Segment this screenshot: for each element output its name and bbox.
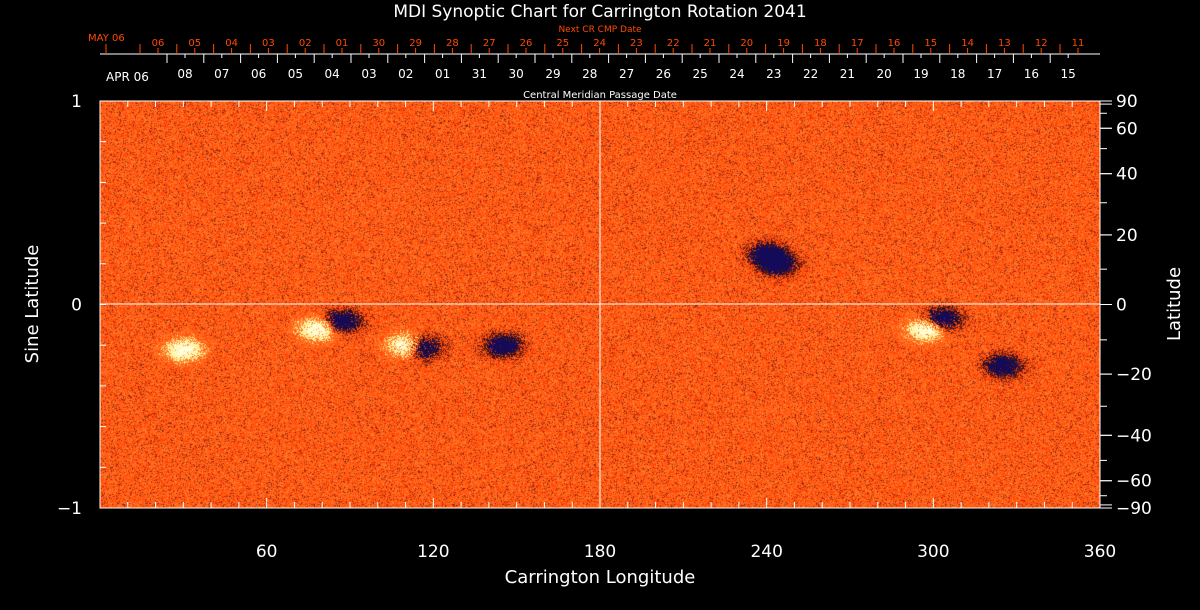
x-tick-label: 180 bbox=[584, 542, 616, 562]
x-tick-label: 120 bbox=[417, 542, 449, 562]
x-tick-label: 240 bbox=[750, 542, 782, 562]
next-cr-axis-label: Next CR CMP Date bbox=[558, 25, 642, 35]
cmp-tick-label: 29 bbox=[545, 67, 560, 81]
next-cr-tick-label: 25 bbox=[556, 38, 569, 49]
x-axis-label: Carrington Longitude bbox=[505, 567, 696, 588]
cmp-tick-label: 31 bbox=[472, 67, 487, 81]
next-cr-tick-label: 17 bbox=[851, 38, 864, 49]
y-left-tick-label: 0 bbox=[71, 296, 82, 316]
y-left-tick-label: −1 bbox=[57, 499, 82, 519]
next-cr-tick-label: 22 bbox=[667, 38, 680, 49]
cmp-tick-label: 20 bbox=[877, 67, 892, 81]
cmp-tick-label: 19 bbox=[913, 67, 928, 81]
next-cr-tick-label: 04 bbox=[225, 38, 238, 49]
next-cr-tick-label: 11 bbox=[1072, 38, 1085, 49]
cmp-tick-label: 03 bbox=[361, 67, 376, 81]
cmp-tick-label: 05 bbox=[288, 67, 303, 81]
x-tick-label: 60 bbox=[256, 542, 278, 562]
cmp-tick-label: 01 bbox=[435, 67, 450, 81]
next-cr-tick-label: 28 bbox=[446, 38, 459, 49]
next-cr-tick-label: 20 bbox=[740, 38, 753, 49]
next-cr-tick-label: 18 bbox=[814, 38, 827, 49]
next-cr-tick-label: 16 bbox=[888, 38, 901, 49]
cmp-tick-label: 02 bbox=[398, 67, 413, 81]
y-axis-left-label: Sine Latitude bbox=[22, 245, 43, 364]
y-right-tick-label: 20 bbox=[1116, 226, 1138, 246]
y-right-tick-label: −40 bbox=[1116, 426, 1152, 446]
cmp-tick-label: 23 bbox=[766, 67, 781, 81]
cmp-tick-label: 30 bbox=[509, 67, 524, 81]
cmp-tick-label: 26 bbox=[656, 67, 671, 81]
next-cr-tick-label: 24 bbox=[593, 38, 606, 49]
y-right-tick-label: 90 bbox=[1116, 92, 1138, 112]
next-cr-tick-label: 01 bbox=[336, 38, 349, 49]
x-tick-label: 300 bbox=[917, 542, 949, 562]
y-right-tick-label: −60 bbox=[1116, 472, 1152, 492]
y-right-tick-label: −20 bbox=[1116, 365, 1152, 385]
y-right-tick-label: −90 bbox=[1116, 499, 1152, 519]
next-cr-start-label: MAY 06 bbox=[88, 33, 125, 44]
next-cr-tick-label: 21 bbox=[704, 38, 717, 49]
y-right-tick-label: 60 bbox=[1116, 119, 1138, 139]
cmp-tick-label: 22 bbox=[803, 67, 818, 81]
cmp-tick-label: 16 bbox=[1024, 67, 1039, 81]
next-cr-tick-label: 02 bbox=[299, 38, 312, 49]
next-cr-tick-label: 23 bbox=[630, 38, 643, 49]
next-cr-tick-label: 27 bbox=[483, 38, 496, 49]
cmp-tick-label: 25 bbox=[693, 67, 708, 81]
y-right-tick-label: 0 bbox=[1116, 296, 1127, 316]
next-cr-tick-label: 26 bbox=[520, 38, 533, 49]
cmp-tick-label: 18 bbox=[950, 67, 965, 81]
cmp-axis-label: Central Meridian Passage Date bbox=[523, 90, 677, 101]
next-cr-tick-label: 30 bbox=[372, 38, 385, 49]
next-cr-tick-label: 15 bbox=[924, 38, 937, 49]
y-right-tick-label: 40 bbox=[1116, 165, 1138, 185]
cmp-tick-label: 06 bbox=[251, 67, 266, 81]
next-cr-tick-label: 14 bbox=[961, 38, 974, 49]
next-cr-tick-label: 05 bbox=[188, 38, 201, 49]
next-cr-tick-label: 13 bbox=[998, 38, 1011, 49]
cmp-tick-label: 07 bbox=[214, 67, 229, 81]
y-axis-right-label: Latitude bbox=[1164, 267, 1185, 341]
chart-title: MDI Synoptic Chart for Carrington Rotati… bbox=[393, 2, 806, 22]
cmp-tick-label: 27 bbox=[619, 67, 634, 81]
cmp-tick-label: 15 bbox=[1061, 67, 1076, 81]
next-cr-tick-label: 19 bbox=[777, 38, 790, 49]
cmp-tick-label: 21 bbox=[840, 67, 855, 81]
cmp-tick-label: 08 bbox=[177, 67, 192, 81]
next-cr-tick-label: 06 bbox=[152, 38, 165, 49]
cmp-tick-label: 24 bbox=[729, 67, 744, 81]
cmp-tick-label: 04 bbox=[325, 67, 340, 81]
x-tick-label: 360 bbox=[1084, 542, 1116, 562]
cmp-start-label: APR 06 bbox=[106, 70, 149, 84]
cmp-tick-label: 28 bbox=[582, 67, 597, 81]
y-left-tick-label: 1 bbox=[71, 92, 82, 112]
cmp-tick-label: 17 bbox=[987, 67, 1002, 81]
next-cr-tick-label: 29 bbox=[409, 38, 422, 49]
next-cr-tick-label: 03 bbox=[262, 38, 275, 49]
next-cr-tick-label: 12 bbox=[1035, 38, 1048, 49]
